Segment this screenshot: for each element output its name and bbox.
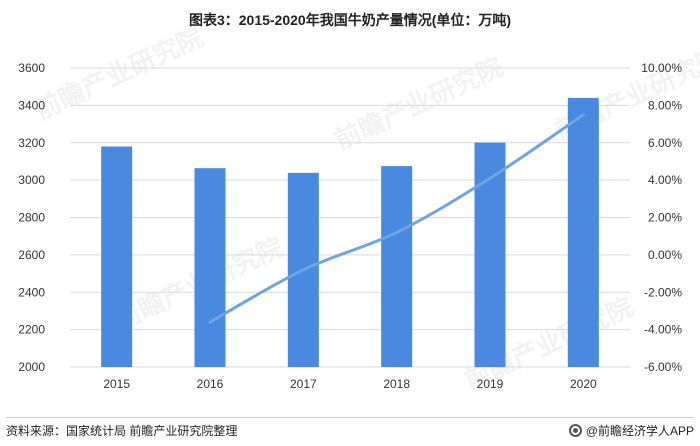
x-tick-label: 2018	[383, 377, 410, 391]
y-left-tick-label: 3200	[18, 136, 45, 150]
y-right-tick-label: 0.00%	[648, 248, 682, 262]
bar	[194, 168, 226, 367]
y-right-tick-label: -2.00%	[644, 285, 682, 299]
y-right-tick-label: -4.00%	[644, 323, 682, 337]
y-left-tick-label: 3400	[18, 98, 45, 112]
source-label: 资料来源：国家统计局 前瞻产业研究院整理	[6, 424, 238, 438]
y-right-tick-label: 6.00%	[648, 136, 682, 150]
y-left-tick-label: 2400	[18, 285, 45, 299]
bar	[567, 97, 599, 368]
x-tick-label: 2019	[477, 377, 504, 391]
y-left-tick-label: 2000	[18, 360, 45, 374]
bar	[101, 146, 133, 367]
brand-label: @前瞻经济学人APP	[585, 424, 694, 438]
y-left-tick-label: 2600	[18, 248, 45, 262]
watermark-text: 前瞻产业研究院	[330, 51, 508, 155]
y-left-tick-label: 2800	[18, 211, 45, 225]
bar	[381, 166, 413, 367]
y-right-tick-label: 4.00%	[648, 173, 682, 187]
y-right-tick-label: 2.00%	[648, 211, 682, 225]
x-tick-label: 2015	[103, 377, 130, 391]
y-right-tick-label: 8.00%	[648, 98, 682, 112]
x-tick-label: 2016	[197, 377, 224, 391]
x-tick-label: 2017	[290, 377, 317, 391]
bar	[474, 142, 506, 367]
brand-logo-icon	[568, 424, 582, 437]
y-left-tick-label: 3600	[18, 61, 45, 75]
y-left-tick-label: 2200	[18, 323, 45, 337]
x-tick-label: 2020	[570, 377, 597, 391]
y-left-tick-label: 3000	[18, 173, 45, 187]
y-right-tick-label: -6.00%	[644, 360, 682, 374]
chart-title: 图表3：2015-2020年我国牛奶产量情况(单位：万吨)	[188, 12, 512, 28]
watermark-text: 前瞻产业研究院	[30, 21, 208, 125]
footer: 资料来源：国家统计局 前瞻产业研究院整理 @前瞻经济学人APP	[6, 417, 694, 439]
y-right-tick-label: 10.00%	[641, 61, 682, 75]
brand: @前瞻经济学人APP	[568, 422, 694, 439]
